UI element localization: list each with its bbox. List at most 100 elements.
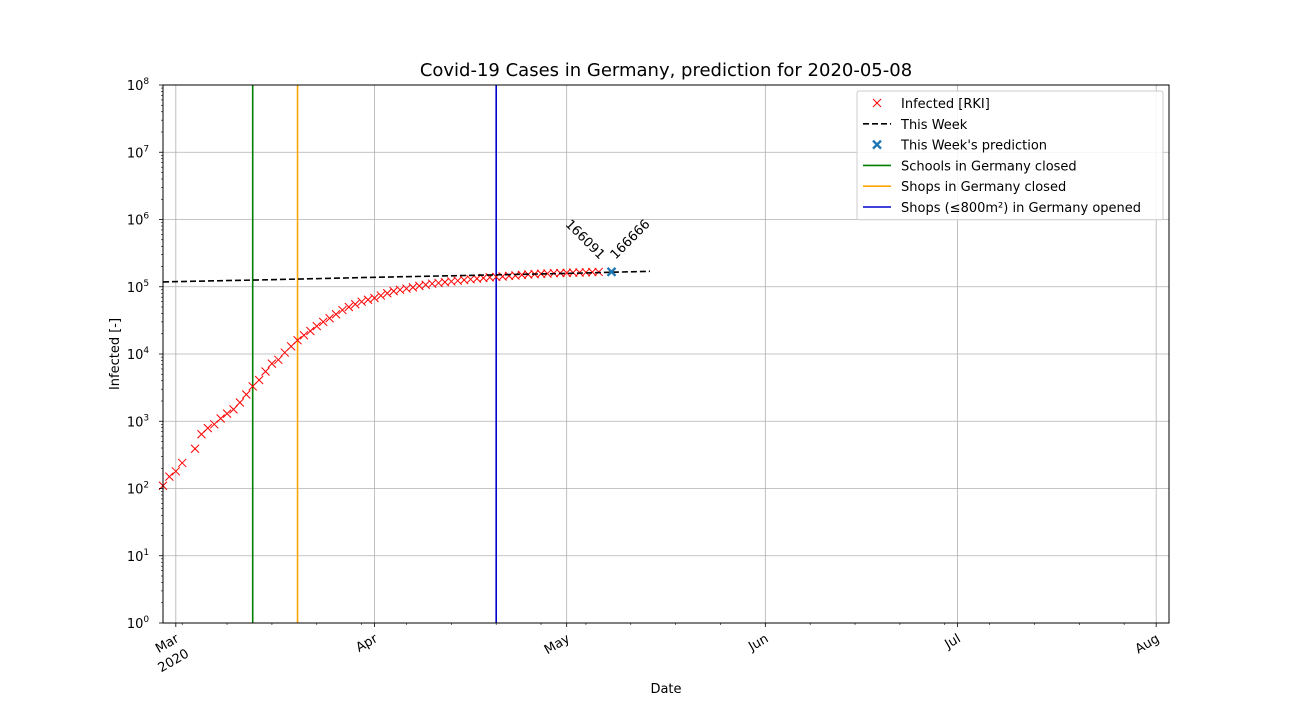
legend-label: Infected [RKI] <box>901 97 990 112</box>
marker-stroke <box>434 278 443 288</box>
marker-stroke <box>459 275 469 285</box>
data-point <box>165 472 174 482</box>
legend-label: Schools in Germany closed <box>901 159 1077 174</box>
legend: Infected [RKI] This Week This Week's predi… <box>856 90 1164 221</box>
marker-stroke <box>177 458 187 468</box>
marker-stroke <box>312 321 322 331</box>
data-point <box>312 321 322 331</box>
data-point <box>235 398 245 407</box>
y-axis-label: Infected [-] <box>108 318 123 390</box>
data-point <box>363 295 373 305</box>
marker-stroke <box>543 269 552 278</box>
data-point <box>606 266 617 277</box>
legend-box <box>856 90 1164 221</box>
y-tick-label: 107 <box>127 144 149 161</box>
legend-item: Shops in Germany closed <box>863 180 1066 195</box>
marker-stroke <box>562 268 572 278</box>
data-point <box>331 309 341 319</box>
marker-stroke <box>421 280 431 290</box>
marker-stroke <box>344 302 354 312</box>
marker-stroke <box>350 299 360 309</box>
marker-stroke <box>408 282 418 292</box>
data-point <box>325 313 334 323</box>
data-point <box>376 291 386 300</box>
legend-item: Infected [RKI] <box>872 97 990 112</box>
marker-stroke <box>389 286 399 296</box>
data-point <box>203 423 213 433</box>
marker-stroke <box>165 472 174 482</box>
marker-stroke <box>216 414 226 423</box>
marker-stroke <box>498 272 507 281</box>
y-tick-label: 104 <box>127 346 150 363</box>
y-tick-label: 102 <box>127 481 149 498</box>
data-point <box>357 297 366 307</box>
data-point <box>177 458 187 468</box>
marker-stroke <box>325 313 334 323</box>
legend-item: Schools in Germany closed <box>863 159 1077 174</box>
data-point <box>587 267 597 277</box>
legend-item: Shops (≤800m²) in Germany opened <box>863 201 1141 216</box>
data-point <box>370 293 379 303</box>
marker-stroke <box>376 291 386 300</box>
data-point <box>382 288 392 298</box>
marker-stroke <box>382 288 392 298</box>
y-tick-label: 101 <box>127 548 149 565</box>
data-point <box>171 466 181 476</box>
marker-stroke <box>235 398 245 407</box>
legend-label: Shops in Germany closed <box>901 180 1066 195</box>
legend-item: This Week <box>863 118 968 133</box>
marker-stroke <box>331 309 341 319</box>
marker-stroke <box>222 409 232 418</box>
marker-stroke <box>261 367 270 376</box>
marker-stroke <box>466 274 475 284</box>
legend-label: This Week <box>900 118 968 133</box>
legend-label: This Week's prediction <box>900 139 1047 154</box>
data-point <box>261 367 270 376</box>
marker-stroke <box>517 270 527 280</box>
data-point <box>267 359 277 368</box>
data-point <box>190 444 200 454</box>
data-point <box>338 305 347 315</box>
marker-stroke <box>446 277 456 286</box>
legend-marker-swatch <box>872 98 882 108</box>
data-point <box>241 390 251 399</box>
data-point <box>216 414 226 423</box>
y-tick-label: 100 <box>127 615 150 632</box>
marker-stroke <box>273 355 283 365</box>
marker-stroke <box>267 359 277 368</box>
marker-stroke <box>241 390 251 399</box>
event-lines <box>251 85 497 623</box>
marker-stroke <box>293 335 302 345</box>
marker-stroke <box>306 326 315 336</box>
y-tick-label: 106 <box>127 212 150 229</box>
marker-stroke <box>511 271 520 280</box>
marker-stroke <box>402 284 411 293</box>
marker-stroke <box>606 266 617 277</box>
series <box>158 266 651 491</box>
chart-title: Covid-19 Cases in Germany, prediction fo… <box>420 60 912 81</box>
x-tick-label: Jul <box>942 631 964 652</box>
marker-stroke <box>254 375 264 385</box>
marker-stroke <box>370 293 379 303</box>
marker-stroke <box>453 276 463 286</box>
data-point <box>299 330 309 340</box>
data-point <box>562 268 572 278</box>
marker-stroke <box>338 305 347 315</box>
data-point <box>222 409 232 418</box>
data-point <box>306 326 315 336</box>
data-point <box>350 299 360 309</box>
legend-label: Shops (≤800m²) in Germany opened <box>901 201 1141 216</box>
marker-stroke <box>363 295 373 305</box>
legend-marker-swatch <box>872 139 882 150</box>
data-point <box>318 317 328 327</box>
marker-stroke <box>587 267 597 277</box>
data-point <box>344 302 354 312</box>
marker-stroke <box>357 297 366 307</box>
y-tick-label: 105 <box>127 279 149 296</box>
x-axis-label: Date <box>650 682 681 697</box>
marker-stroke <box>504 271 514 281</box>
marker-stroke <box>395 285 405 295</box>
data-point <box>254 375 264 385</box>
y-tick-label: 103 <box>127 413 149 430</box>
marker-stroke <box>203 423 213 433</box>
